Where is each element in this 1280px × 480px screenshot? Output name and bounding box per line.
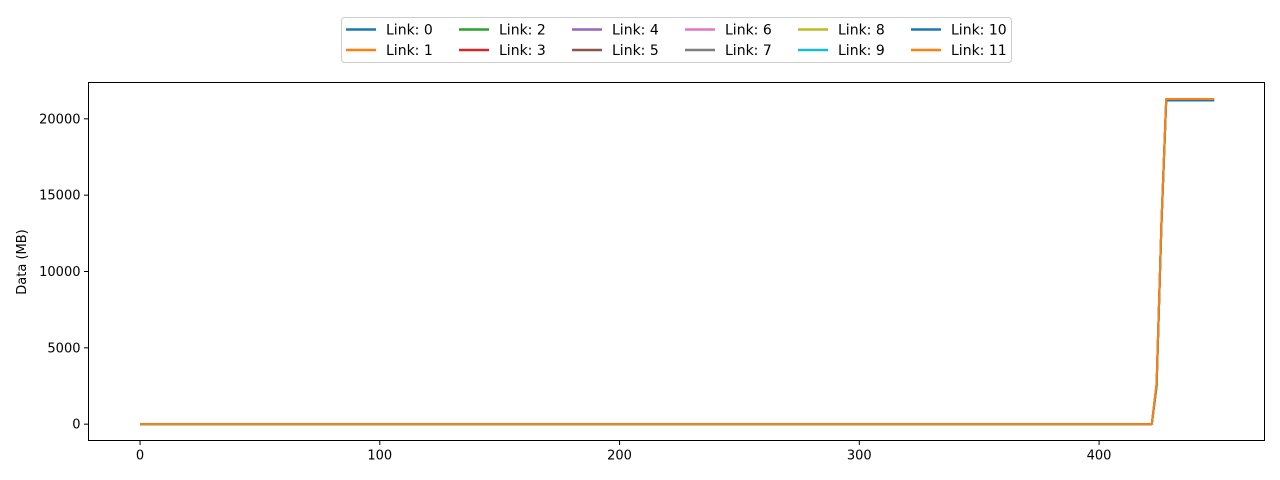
- series-line-link-2: [140, 99, 1215, 426]
- series-line-link-9: [140, 98, 1215, 426]
- series-line-link-5: [140, 98, 1215, 426]
- y-tick-label: 0: [72, 418, 80, 433]
- y-axis: 0 5000 10000 15000 20000: [39, 112, 89, 433]
- series-line-link-1: [140, 97, 1215, 426]
- y-tick-label: 15000: [39, 189, 80, 204]
- legend: Link: 0 Link: 1 Link: 2 Link: 3 Link: 4 Link:…: [341, 17, 1012, 63]
- legend-item-link-1: Link: 1: [346, 43, 433, 59]
- legend-item-link-7: Link: 7: [685, 43, 772, 59]
- series-line-link-7: [140, 98, 1215, 426]
- legend-label: Link: 11: [951, 43, 1007, 59]
- legend-item-link-0: Link: 0: [346, 23, 433, 39]
- series-layer: [140, 97, 1215, 426]
- legend-item-link-2: Link: 2: [459, 23, 546, 39]
- legend-label: Link: 5: [612, 43, 659, 59]
- legend-label: Link: 7: [725, 43, 772, 59]
- legend-label: Link: 2: [499, 23, 546, 39]
- x-tick-label: 200: [607, 449, 632, 464]
- legend-item-link-5: Link: 5: [572, 43, 659, 59]
- legend-label: Link: 10: [951, 23, 1007, 39]
- legend-label: Link: 8: [838, 23, 885, 39]
- legend-box: [341, 17, 1012, 63]
- legend-item-link-3: Link: 3: [459, 43, 546, 59]
- x-tick-label: 0: [136, 449, 144, 464]
- plot-frame: [88, 82, 1265, 441]
- y-tick-label: 20000: [39, 112, 80, 127]
- legend-label: Link: 6: [725, 23, 772, 39]
- series-line-link-3: [140, 98, 1215, 426]
- series-line-link-8: [140, 99, 1215, 426]
- legend-item-link-4: Link: 4: [572, 23, 659, 39]
- y-tick-label: 5000: [47, 341, 80, 356]
- series-line-link-10: [140, 99, 1215, 426]
- legend-label: Link: 4: [612, 23, 659, 39]
- legend-item-link-8: Link: 8: [798, 23, 885, 39]
- y-tick-label: 10000: [39, 265, 80, 280]
- legend-item-link-9: Link: 9: [798, 43, 885, 59]
- x-tick-label: 300: [847, 449, 872, 464]
- legend-item-link-10: Link: 10: [911, 23, 1007, 39]
- legend-item-link-6: Link: 6: [685, 23, 772, 39]
- legend-label: Link: 1: [386, 43, 433, 59]
- legend-item-link-11: Link: 11: [911, 43, 1007, 59]
- y-axis-label: Data (MB): [15, 229, 30, 294]
- series-line-link-6: [140, 99, 1215, 426]
- x-tick-label: 400: [1087, 449, 1112, 464]
- series-line-link-11: [140, 97, 1215, 426]
- x-tick-label: 100: [367, 449, 392, 464]
- legend-label: Link: 0: [386, 23, 433, 39]
- x-axis: 0 100 200 300 400: [136, 440, 1112, 464]
- legend-label: Link: 3: [499, 43, 546, 59]
- series-line-link-4: [140, 99, 1215, 426]
- series-line-link-0: [140, 99, 1215, 426]
- legend-label: Link: 9: [838, 43, 885, 59]
